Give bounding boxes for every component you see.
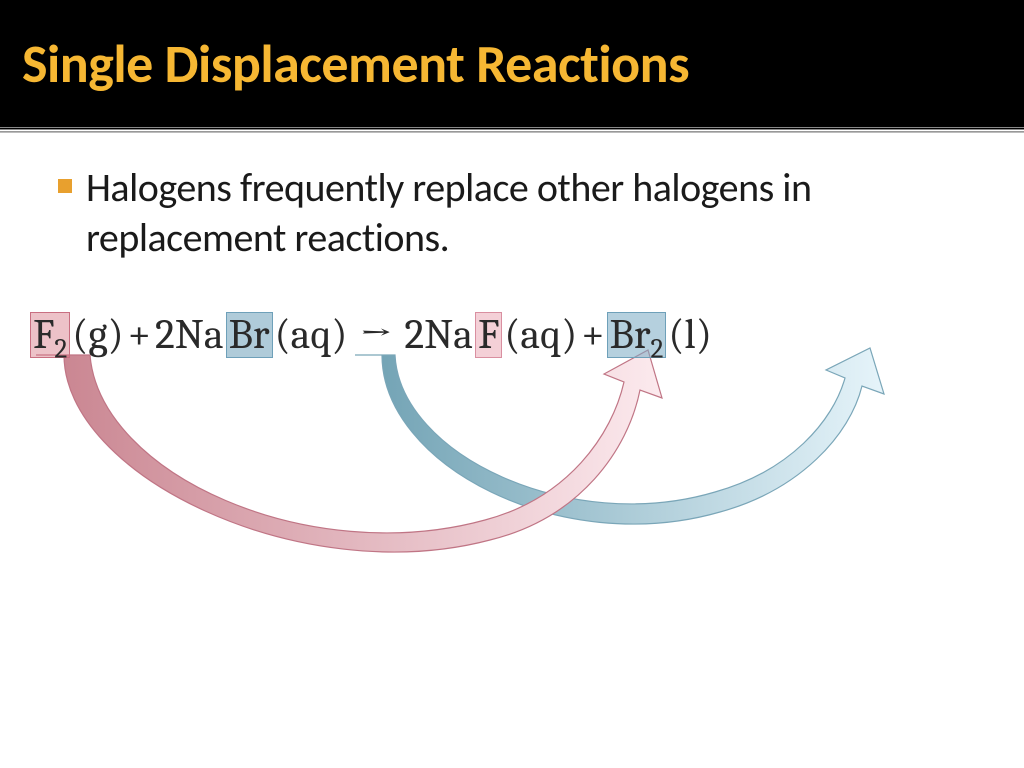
slide-title: Single Displacement Reactions [22, 31, 689, 97]
pink-arrow-icon [36, 350, 662, 552]
reaction-arrow-icon: → [349, 310, 402, 359]
eq-f: F [33, 310, 54, 359]
eq-plus-1: + [126, 310, 153, 359]
bullet-row: Halogens frequently replace other haloge… [58, 163, 966, 263]
bullet-text: Halogens frequently replace other haloge… [86, 163, 966, 263]
eq-2na-1: 2Na [153, 310, 226, 359]
eq-plus-2: + [579, 310, 606, 359]
title-bar: Single Displacement Reactions [0, 0, 1024, 130]
eq-state-l: (l) [666, 310, 713, 359]
equation-container: F2(g) + 2NaBr(aq) → 2NaF(aq) + Br2(l) [30, 310, 1000, 359]
eq-br2-sub: 2 [651, 332, 664, 364]
eq-state-aq1: (aq) [273, 310, 350, 359]
body-area: Halogens frequently replace other haloge… [0, 133, 1024, 263]
eq-br: Br [610, 310, 651, 359]
highlight-br: Br [226, 312, 273, 358]
highlight-br2: Br2 [607, 312, 667, 358]
highlight-f: F [475, 312, 502, 358]
eq-2na-2: 2Na [402, 310, 475, 359]
bullet-square-icon [58, 179, 72, 193]
highlight-f2: F2 [30, 312, 70, 358]
eq-state-aq2: (aq) [502, 310, 579, 359]
chemical-equation: F2(g) + 2NaBr(aq) → 2NaF(aq) + Br2(l) [30, 310, 1000, 359]
eq-f2-sub: 2 [54, 332, 67, 364]
eq-state-g: (g) [70, 310, 125, 359]
